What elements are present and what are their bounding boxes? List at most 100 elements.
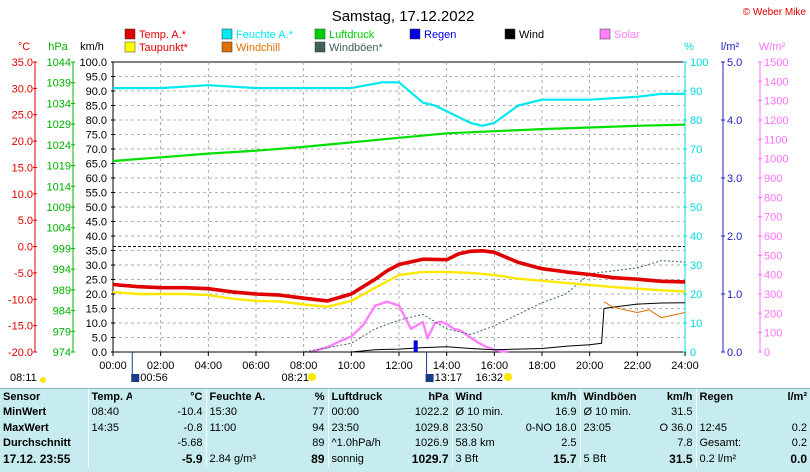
stats-row: MaxWert 14:35 -0.8 11:00 94 23:50 1029.8 23:50 0… [0,420,810,436]
solar-tick-label: 900 [764,173,782,185]
stats-cell: 5 Bft [579,451,638,467]
pressure-tick-label: 1004 [47,223,71,235]
stats-cell: 1029.8 [414,421,449,434]
stats-cell: Luftdruck [327,389,390,405]
chart-title: Samstag, 17.12.2022 [332,8,475,25]
pressure-tick-label: 979 [53,326,71,338]
series-taupunkt [112,270,686,308]
humidity-tick-label: 50 [690,202,702,214]
rain-axis-header: l/m² [721,41,740,53]
legend-label: Luftdruck [329,29,375,41]
legend-swatch [409,28,421,40]
legend-label: Wind [519,29,544,41]
time-tick-label: 20:00 [576,360,604,372]
stats-cell [205,435,272,451]
wind-tick-label: 20.0 [86,289,107,301]
temp-tick-label: 35.0 [12,57,33,69]
legend: Temp. A.* Feuchte A.* Luftdruck Regen Wind So… [124,28,640,54]
solar-tick-label: 400 [764,270,782,282]
series-layer [112,81,686,354]
humidity-tick-label: 100 [690,57,708,69]
wind-axis-header: km/h [80,41,104,53]
pressure-tick-label: 999 [53,243,71,255]
solar-tick-label: 200 [764,308,782,320]
stats-cell: Sensor [3,390,41,403]
stats-cell: 31.5 [669,451,693,466]
stats-cell: Feuchte A. [205,389,272,405]
stats-cell [87,451,132,467]
pressure-tick-label: 974 [53,347,71,359]
stats-cell: °C [190,390,203,403]
series-luftdruck [112,123,686,163]
stats-cell: 0.2 [791,421,807,434]
stats-cell: 58.8 km [451,435,510,451]
time-tick-label: 16:00 [481,360,509,372]
stats-cell: Windböen [579,389,638,405]
pressure-tick-label: 1034 [47,98,71,110]
temp-tick-label: 20.0 [12,136,33,148]
legend-label: Taupunkt* [139,42,189,54]
left-sun-icon [40,377,46,383]
series-temp-a [112,249,686,303]
temp-tick-label: 25.0 [12,110,33,122]
time-tick-label: 06:00 [242,360,270,372]
temp-axis-header: °C [18,41,30,53]
solar-tick-label: 700 [764,212,782,224]
temp-tick-label: 0.0 [18,242,33,254]
stats-cell: 15:30 [205,404,272,420]
humidity-tick-label: 70 [690,144,702,156]
wind-tick-label: 40.0 [86,231,107,243]
wind-tick-label: 45.0 [86,217,107,229]
wind-tick-label: 25.0 [86,275,107,287]
stats-cell: 00:00 [327,404,390,420]
temp-tick-label: 15.0 [12,162,33,174]
solar-axis-header: W/m² [759,41,786,53]
stats-cell: 11:00 [205,420,272,436]
humidity-tick-label: 0 [690,347,696,359]
stats-cell [754,405,810,421]
sunset-sun-icon [504,373,513,381]
legend-swatch [314,41,326,53]
stats-cell: 23:05 [579,420,638,436]
wind-tick-label: 0.0 [92,347,107,359]
legend-label: Temp. A.* [139,29,187,41]
wind-tick-label: 100.0 [79,57,107,69]
solar-tick-label: 1300 [764,96,788,108]
rain-tick-label: 5.0 [727,57,742,69]
wind-tick-label: 70.0 [86,144,107,156]
stats-cell: 7.8 [677,437,693,450]
legend-label: Feuchte A.* [236,29,294,41]
stats-cell: 3 Bft [451,451,510,467]
sunrise-label: 08:21 [281,372,309,384]
time-tick-label: 10:00 [338,360,366,372]
legend-swatch [314,28,326,40]
stats-cell: 16.9 [555,406,577,419]
stats-cell: -5.9 [181,451,203,466]
stats-cell: km/h [666,390,693,403]
temp-tick-label: 5.0 [18,215,33,227]
stats-cell: 89 [312,437,325,450]
wind-tick-label: 5.0 [92,333,107,345]
pressure-tick-label: 1024 [47,140,71,152]
wind-tick-label: 80.0 [86,115,107,127]
solar-tick-label: 500 [764,250,782,262]
legend-label: Solar [614,29,640,41]
weather-chart: Samstag, 17.12.2022 © Weber Mike Temp. A… [8,7,807,384]
time-tick-label: 22:00 [624,360,652,372]
legend-swatch [221,28,233,40]
time-tick-label: 08:00 [290,360,318,372]
solar-tick-label: 1100 [764,134,788,146]
pressure-tick-label: 1029 [47,119,71,131]
stats-cell: 1026.9 [414,437,449,450]
temp-tick-label: -5.0 [14,268,33,280]
stats-cell: Gesamt: [695,435,754,451]
axis-ticks: 35.0 30.0 25.0 20.0 15.0 10.0 5.0 0.0 -5.0 -10.0 -… [8,57,789,359]
stats-cell: Ø 10 min. [579,404,638,420]
left-time-label: 08:11 [10,372,37,384]
stats-cell: l/m² [787,390,807,403]
stats-cell: 15.7 [553,451,577,466]
solar-tick-label: 800 [764,192,782,204]
stats-row: 17.12. 23:55 -5.9 2.84 g/m³ 89 sonnig 1029.7 3… [0,451,810,467]
temp-tick-label: -15.0 [8,321,33,333]
